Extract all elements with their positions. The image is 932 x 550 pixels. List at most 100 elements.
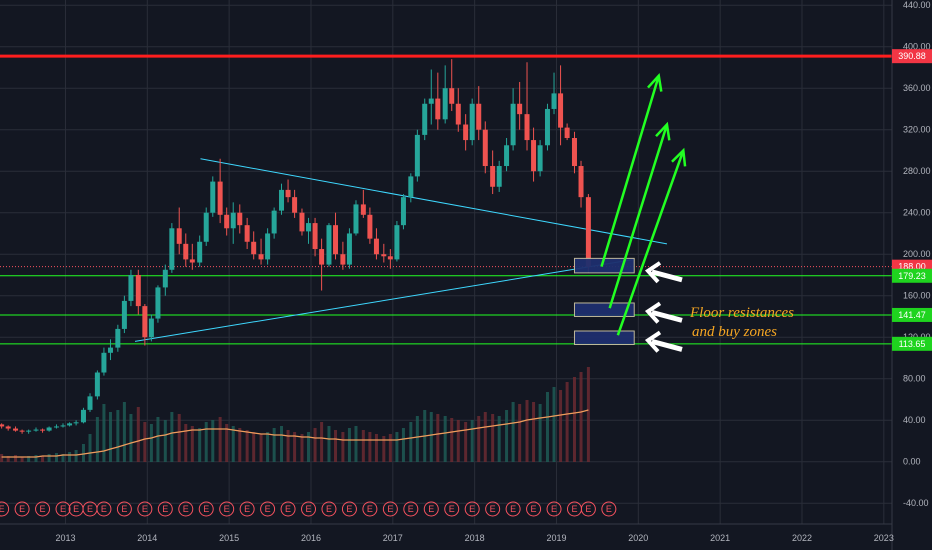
candle-body: [26, 430, 32, 432]
candle-body: [463, 124, 469, 141]
earnings-marker-label: E: [585, 504, 591, 514]
level-badge: [892, 307, 932, 322]
level-badge-label: 188.00: [898, 262, 926, 272]
volume-bar: [525, 400, 529, 462]
volume-bar: [559, 390, 563, 462]
candle-body: [67, 423, 73, 426]
earnings-marker: [157, 501, 173, 517]
candle-body: [496, 166, 502, 187]
candle-body: [442, 88, 448, 120]
candle-body: [279, 189, 285, 211]
earnings-marker-label: E: [162, 504, 168, 514]
candle-body: [422, 103, 428, 135]
volume-bar: [184, 424, 188, 462]
candle-body: [5, 426, 11, 429]
earnings-marker-label: E: [490, 504, 496, 514]
volume-bar: [27, 456, 31, 462]
volume-bar: [497, 416, 501, 462]
earnings-marker: [505, 501, 521, 517]
candle-body: [244, 225, 250, 242]
projection-arrows: [600, 72, 687, 353]
candle-body: [537, 145, 543, 172]
candle-body: [13, 428, 19, 431]
volume-bar: [95, 417, 99, 462]
candle-body: [33, 429, 39, 431]
candle-body: [346, 233, 352, 265]
earnings-marker: [137, 501, 153, 517]
volume-bar: [545, 392, 549, 462]
earnings-marker-label: E: [449, 504, 455, 514]
volume-bar: [122, 402, 126, 462]
volume-bar: [361, 430, 365, 462]
volume-bar: [20, 457, 24, 462]
buy-zone-box: [573, 302, 635, 317]
earnings-marker-label: E: [387, 504, 393, 514]
earnings-marker: [485, 501, 501, 517]
candle-body: [414, 134, 420, 177]
level-badge: [892, 268, 932, 283]
pointer-arrow-shaft: [651, 339, 683, 352]
candle-body: [400, 197, 406, 226]
earnings-marker-label: E: [73, 504, 79, 514]
candle-body: [408, 176, 414, 198]
earnings-marker: [601, 501, 617, 517]
volume-bar: [116, 410, 120, 462]
candle-body: [135, 274, 141, 307]
volume-bar: [429, 412, 433, 462]
volume-bar: [300, 434, 304, 462]
volume-bar: [286, 430, 290, 462]
candle-body: [271, 210, 277, 234]
candle-body: [128, 274, 134, 301]
time-axis[interactable]: 2013 2014 2015 2016 2017 2018 2019 2020 2021 2022…: [0, 523, 894, 543]
volume-bar: [307, 432, 311, 462]
y-tick-label: 40.00: [903, 415, 926, 425]
volume-bar: [245, 430, 249, 462]
x-tick-label: 2017: [383, 533, 403, 543]
volume-bar: [170, 412, 174, 462]
candle-body: [19, 430, 25, 432]
pointer-arrowhead: [644, 330, 662, 353]
earnings-marker: [35, 501, 51, 517]
buy-zone-box: [573, 330, 635, 345]
earnings-marker: [301, 501, 317, 517]
candle-body: [551, 93, 557, 109]
annotation: Floor resistances and buy zones: [689, 305, 794, 340]
volume-bar: [143, 422, 147, 462]
candle-body: [251, 241, 257, 255]
volume-bar: [382, 436, 386, 462]
volume-bar: [347, 428, 351, 462]
y-tick-label: 80.00: [903, 374, 926, 384]
candle-body: [490, 166, 496, 187]
volume-bar: [415, 416, 419, 462]
projection-arrow-shaft: [600, 75, 660, 268]
volume-bar: [572, 377, 576, 462]
volume-bar: [6, 456, 10, 462]
earnings-marker-label: E: [183, 504, 189, 514]
pointer-arrow-shaft: [651, 269, 683, 283]
earnings-marker-label: E: [203, 504, 209, 514]
y-tick-label: 280.00: [903, 166, 931, 176]
volume-bar: [190, 426, 194, 462]
volume-bar: [313, 428, 317, 462]
candlesticks: [0, 59, 591, 434]
earnings-marker-label: E: [428, 504, 434, 514]
volume-bar: [327, 426, 331, 462]
candle-body: [210, 181, 216, 213]
earnings-marker: [580, 501, 596, 517]
candle-body: [319, 249, 325, 265]
candle-body: [162, 269, 168, 288]
candle-body: [449, 88, 455, 104]
candle-body: [60, 425, 66, 427]
candle-body: [558, 93, 564, 128]
pointer-arrowhead: [644, 261, 662, 284]
annotation-line-2: and buy zones: [692, 324, 777, 340]
volume-bar: [436, 414, 440, 462]
candle-body: [299, 212, 305, 232]
candle-body: [469, 103, 475, 141]
volume-bar: [532, 402, 536, 462]
volume-bar: [579, 372, 583, 462]
price-axis[interactable]: 440.00 400.00 360.00 320.00 280.00 240.00 200.…: [891, 0, 932, 550]
level-badge-label: 113.65: [899, 339, 926, 349]
earnings-marker: [423, 501, 439, 517]
